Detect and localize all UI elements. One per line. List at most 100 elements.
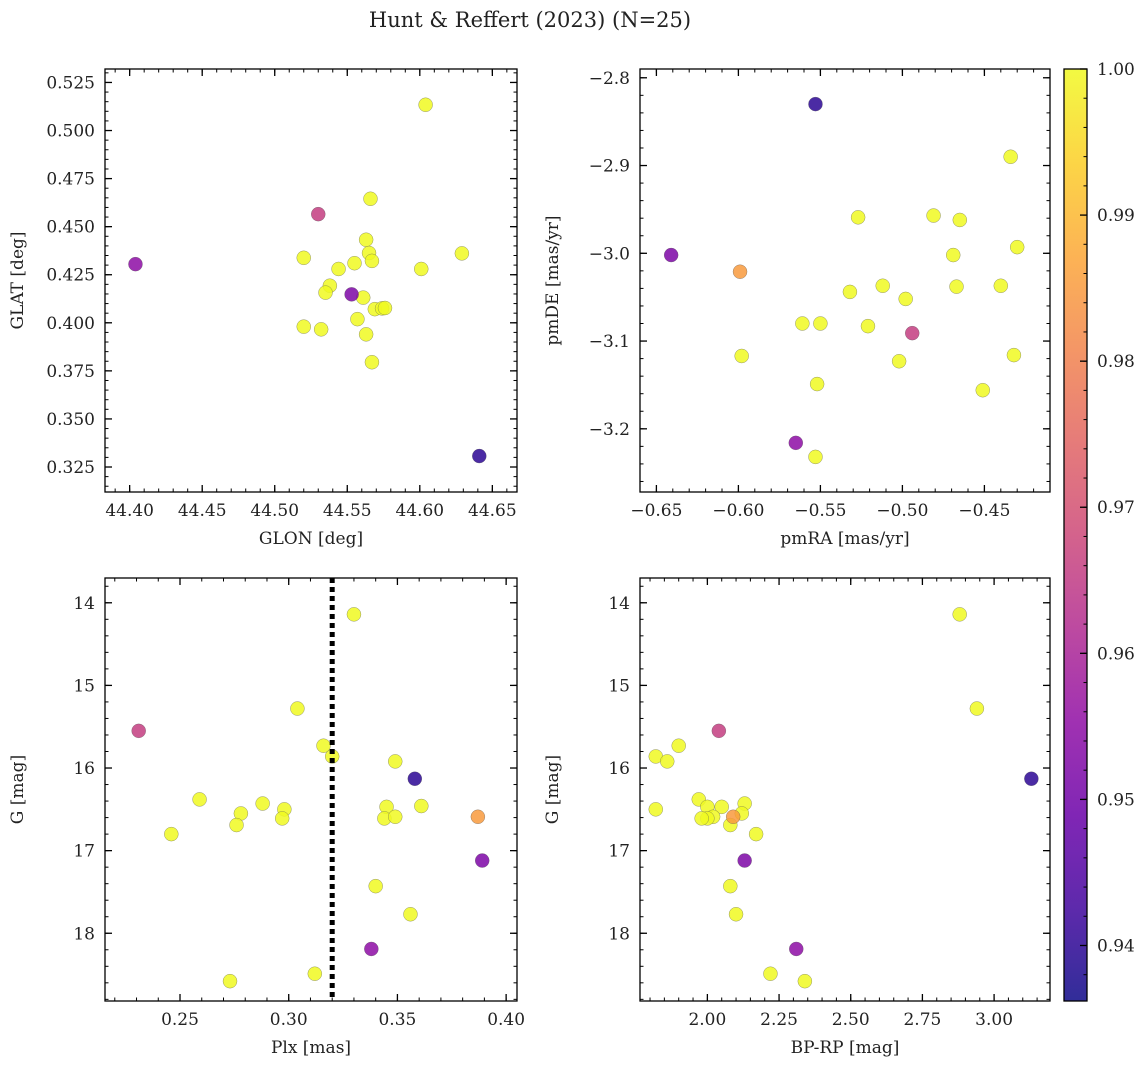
data-point [1024, 771, 1039, 787]
y-axis-label: pmDE [mas/yr] [543, 215, 563, 345]
y-tick-label: 0.450 [46, 218, 95, 238]
axes-frame [104, 68, 518, 493]
data-point [131, 723, 146, 739]
y-tick-label: 0.375 [46, 362, 95, 382]
data-point [926, 208, 941, 223]
data-point [797, 973, 813, 989]
data-point [307, 966, 323, 981]
data-point [659, 754, 675, 769]
data-point [387, 809, 403, 825]
y-tick-label: −2.9 [589, 157, 630, 177]
data-point [407, 771, 423, 787]
data-point [993, 278, 1009, 294]
data-point [748, 826, 764, 842]
data-point [472, 448, 487, 464]
data-point [711, 723, 727, 739]
data-point [290, 701, 305, 716]
data-point [952, 607, 967, 622]
colorbar-tick-label: 1.00 [1097, 60, 1135, 80]
data-point [128, 256, 143, 272]
x-tick-label: 0.25 [161, 1010, 199, 1030]
x-tick-label: 0.40 [487, 1010, 525, 1030]
data-point [222, 973, 238, 989]
axes-frame [104, 577, 518, 1002]
plot-area [648, 607, 1039, 989]
panel-bottom-right: 2.00 2.25 2.50 2.75 3.00 14 15 16 17 18 BP-RP [mag… [543, 577, 1051, 1058]
x-axis-label: Plx [mas] [271, 1038, 351, 1058]
x-tick-label: 44.60 [395, 501, 444, 521]
x-tick-label: 44.40 [105, 501, 154, 521]
y-tick-label: −3.0 [589, 244, 630, 264]
data-point [723, 878, 738, 894]
y-tick-label: 0.525 [46, 73, 95, 93]
data-point [763, 966, 778, 981]
y-axis-label: GLAT [deg] [8, 231, 28, 329]
data-point [734, 348, 749, 364]
data-point [296, 319, 311, 334]
plot-area [128, 97, 487, 464]
data-point [808, 449, 823, 465]
data-point [350, 311, 365, 327]
axes-frame [639, 68, 1051, 493]
data-point [737, 853, 752, 868]
colorbar-tick-label: 0.96 [1097, 644, 1135, 664]
x-tick-label: −0.55 [794, 501, 846, 521]
plot-area [131, 578, 490, 1001]
data-point [898, 291, 913, 307]
data-point [454, 246, 470, 261]
colorbar-frame [1063, 68, 1088, 1002]
data-point [364, 253, 380, 269]
x-tick-label: 44.50 [250, 501, 299, 521]
data-point [377, 300, 393, 316]
data-point [414, 261, 429, 277]
data-point [255, 796, 270, 811]
data-point [414, 798, 429, 814]
data-point [311, 206, 326, 222]
axes-frame [639, 577, 1051, 1002]
data-point [945, 247, 961, 263]
x-axis-label: GLON [deg] [259, 529, 363, 549]
x-tick-label: −0.45 [958, 501, 1010, 521]
data-point [344, 287, 359, 302]
y-axis-label: G [mag] [543, 755, 563, 824]
y-tick-label: 18 [73, 924, 95, 944]
data-point [789, 941, 804, 957]
y-tick-label: 15 [608, 676, 630, 696]
y-axis-label: G [mag] [8, 755, 28, 824]
data-point [975, 382, 991, 398]
data-point [1009, 239, 1025, 255]
y-tick-label: 0.425 [46, 266, 95, 286]
x-tick-label: 44.55 [323, 501, 372, 521]
y-tick-label: 0.475 [46, 170, 95, 190]
data-point [316, 738, 331, 753]
x-axis-label: BP-RP [mag] [791, 1038, 900, 1058]
data-point [474, 853, 490, 868]
data-point [313, 322, 329, 337]
panel-top-right: −0.65 −0.60 −0.55 −0.50 −0.45 −3.2 −3.1 −3.0 −2.… [543, 68, 1051, 549]
data-point [813, 316, 828, 331]
data-point [860, 318, 876, 334]
data-point [368, 878, 383, 894]
y-tick-label: 16 [73, 759, 95, 779]
data-point [192, 792, 207, 807]
data-point [732, 264, 748, 279]
data-point [788, 435, 804, 451]
x-tick-label: −0.50 [876, 501, 928, 521]
data-point [346, 607, 362, 622]
panel-bottom-left: 0.25 0.30 0.35 0.40 14 15 16 17 18 Plx [mas] G [ma… [8, 577, 525, 1058]
y-tick-label: 17 [73, 842, 95, 862]
colorbar-gradient [1064, 69, 1087, 1001]
data-point [808, 96, 823, 112]
data-point [331, 261, 346, 277]
data-point [850, 210, 866, 225]
data-point [694, 811, 709, 826]
y-tick-label: 0.500 [46, 122, 95, 142]
data-point [648, 802, 664, 817]
data-point [470, 809, 486, 825]
y-tick-label: 0.325 [46, 458, 95, 478]
x-axis-label: pmRA [mas/yr] [780, 529, 909, 549]
data-point [229, 817, 244, 833]
data-point [418, 97, 433, 113]
data-point [274, 811, 290, 826]
